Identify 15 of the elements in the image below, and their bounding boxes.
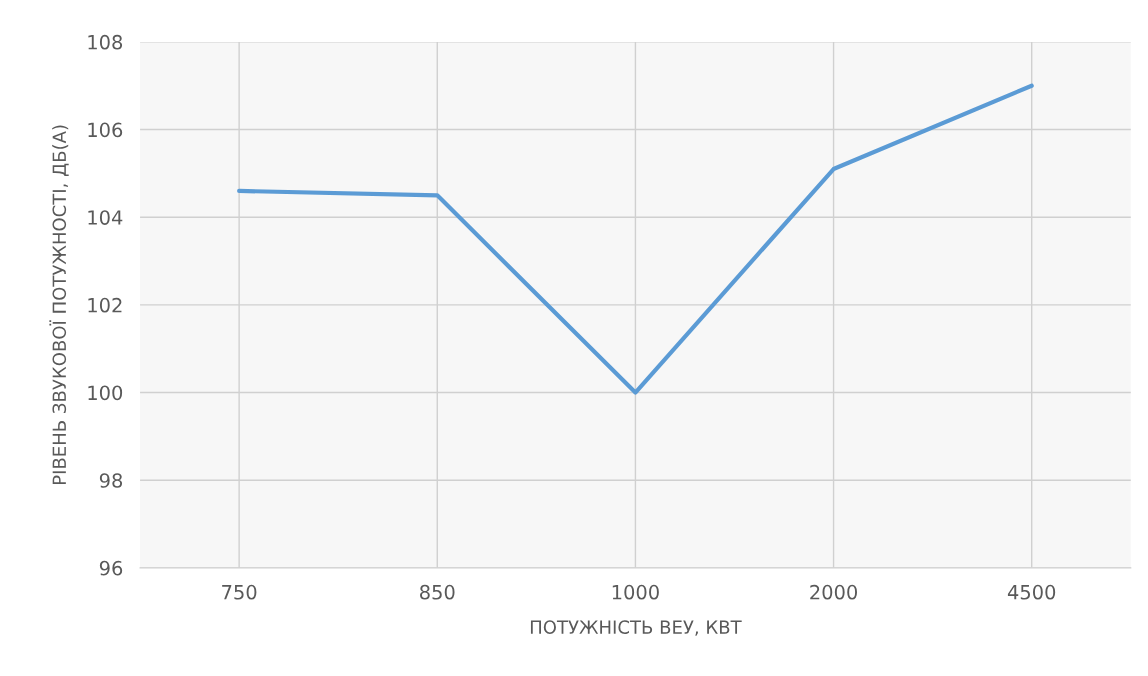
y-tick-label: 100 xyxy=(88,385,123,401)
x-tick-label: 750 xyxy=(222,584,257,600)
x-tick-label: 2000 xyxy=(810,584,858,600)
x-axis-title: ПОТУЖНІСТЬ ВЕУ, КВТ xyxy=(530,620,742,636)
x-tick-label: 4500 xyxy=(1007,584,1056,600)
y-tick-label: 98 xyxy=(99,473,123,488)
y-tick-label: 104 xyxy=(88,210,123,225)
y-tick-label: 106 xyxy=(88,122,123,138)
y-axis-title: РІВЕНЬ ЗВУКОВОЇ ПОТУЖНОСТІ, ДБ(А) xyxy=(49,125,69,485)
x-tick-label: 1000 xyxy=(612,584,659,600)
y-tick-label: 108 xyxy=(88,34,123,50)
y-tick-label: 96 xyxy=(99,560,123,576)
y-tick-label: 102 xyxy=(88,297,122,313)
line-series xyxy=(237,83,1034,395)
x-tick-label: 850 xyxy=(420,584,455,600)
